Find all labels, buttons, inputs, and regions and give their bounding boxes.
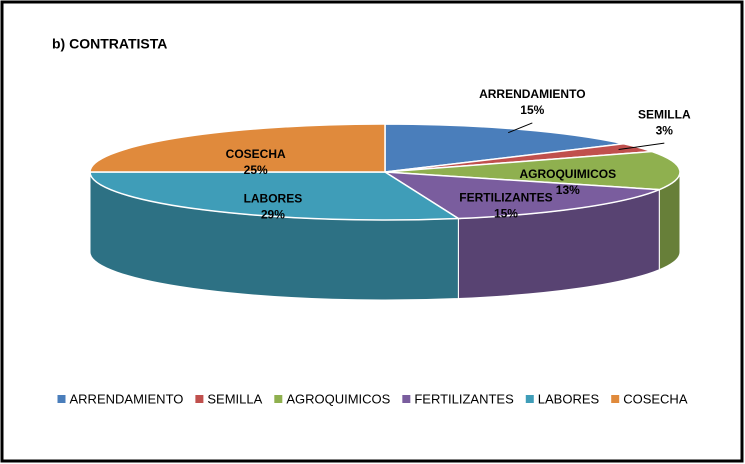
data-label-value: 25% [244,163,268,177]
pie-tops [89,123,681,221]
pie-slice [384,123,624,173]
data-label-name: ARRENDAMIENTO [479,87,585,101]
data-label-name: AGROQUIMICOS [519,167,616,181]
data-label-value: 3% [656,123,674,137]
data-label-value: 29% [261,208,285,222]
legend-label: FERTILIZANTES [414,391,514,406]
leader-line [618,142,665,151]
legend-label: LABORES [538,391,600,406]
pie-walls [89,171,681,301]
pie-slice [89,171,461,221]
legend-swatch [611,395,620,403]
legend-swatch [195,395,204,403]
leader-line [508,122,533,134]
data-label-value: 15% [520,103,544,117]
data-label-name: FERTILIZANTES [459,190,552,204]
pie-slice [89,123,386,173]
data-label-name: COSECHA [226,147,286,161]
legend-label: COSECHA [623,391,688,406]
data-label-value: 13% [556,183,580,197]
legend-swatch [525,395,534,403]
legend-swatch [274,395,283,403]
legend-label: SEMILLA [207,391,262,406]
data-label-value: 15% [494,206,518,220]
pie-slice [384,171,660,220]
legend-label: AGROQUIMICOS [286,391,390,406]
pie-slice [384,150,681,191]
legend-label: ARRENDAMIENTO [70,391,184,406]
data-label-name: LABORES [244,192,303,206]
legend-swatch [57,395,66,403]
data-label-name: SEMILLA [638,107,691,121]
chart-title: b) CONTRATISTA [52,36,167,52]
legend-swatch [402,395,411,403]
